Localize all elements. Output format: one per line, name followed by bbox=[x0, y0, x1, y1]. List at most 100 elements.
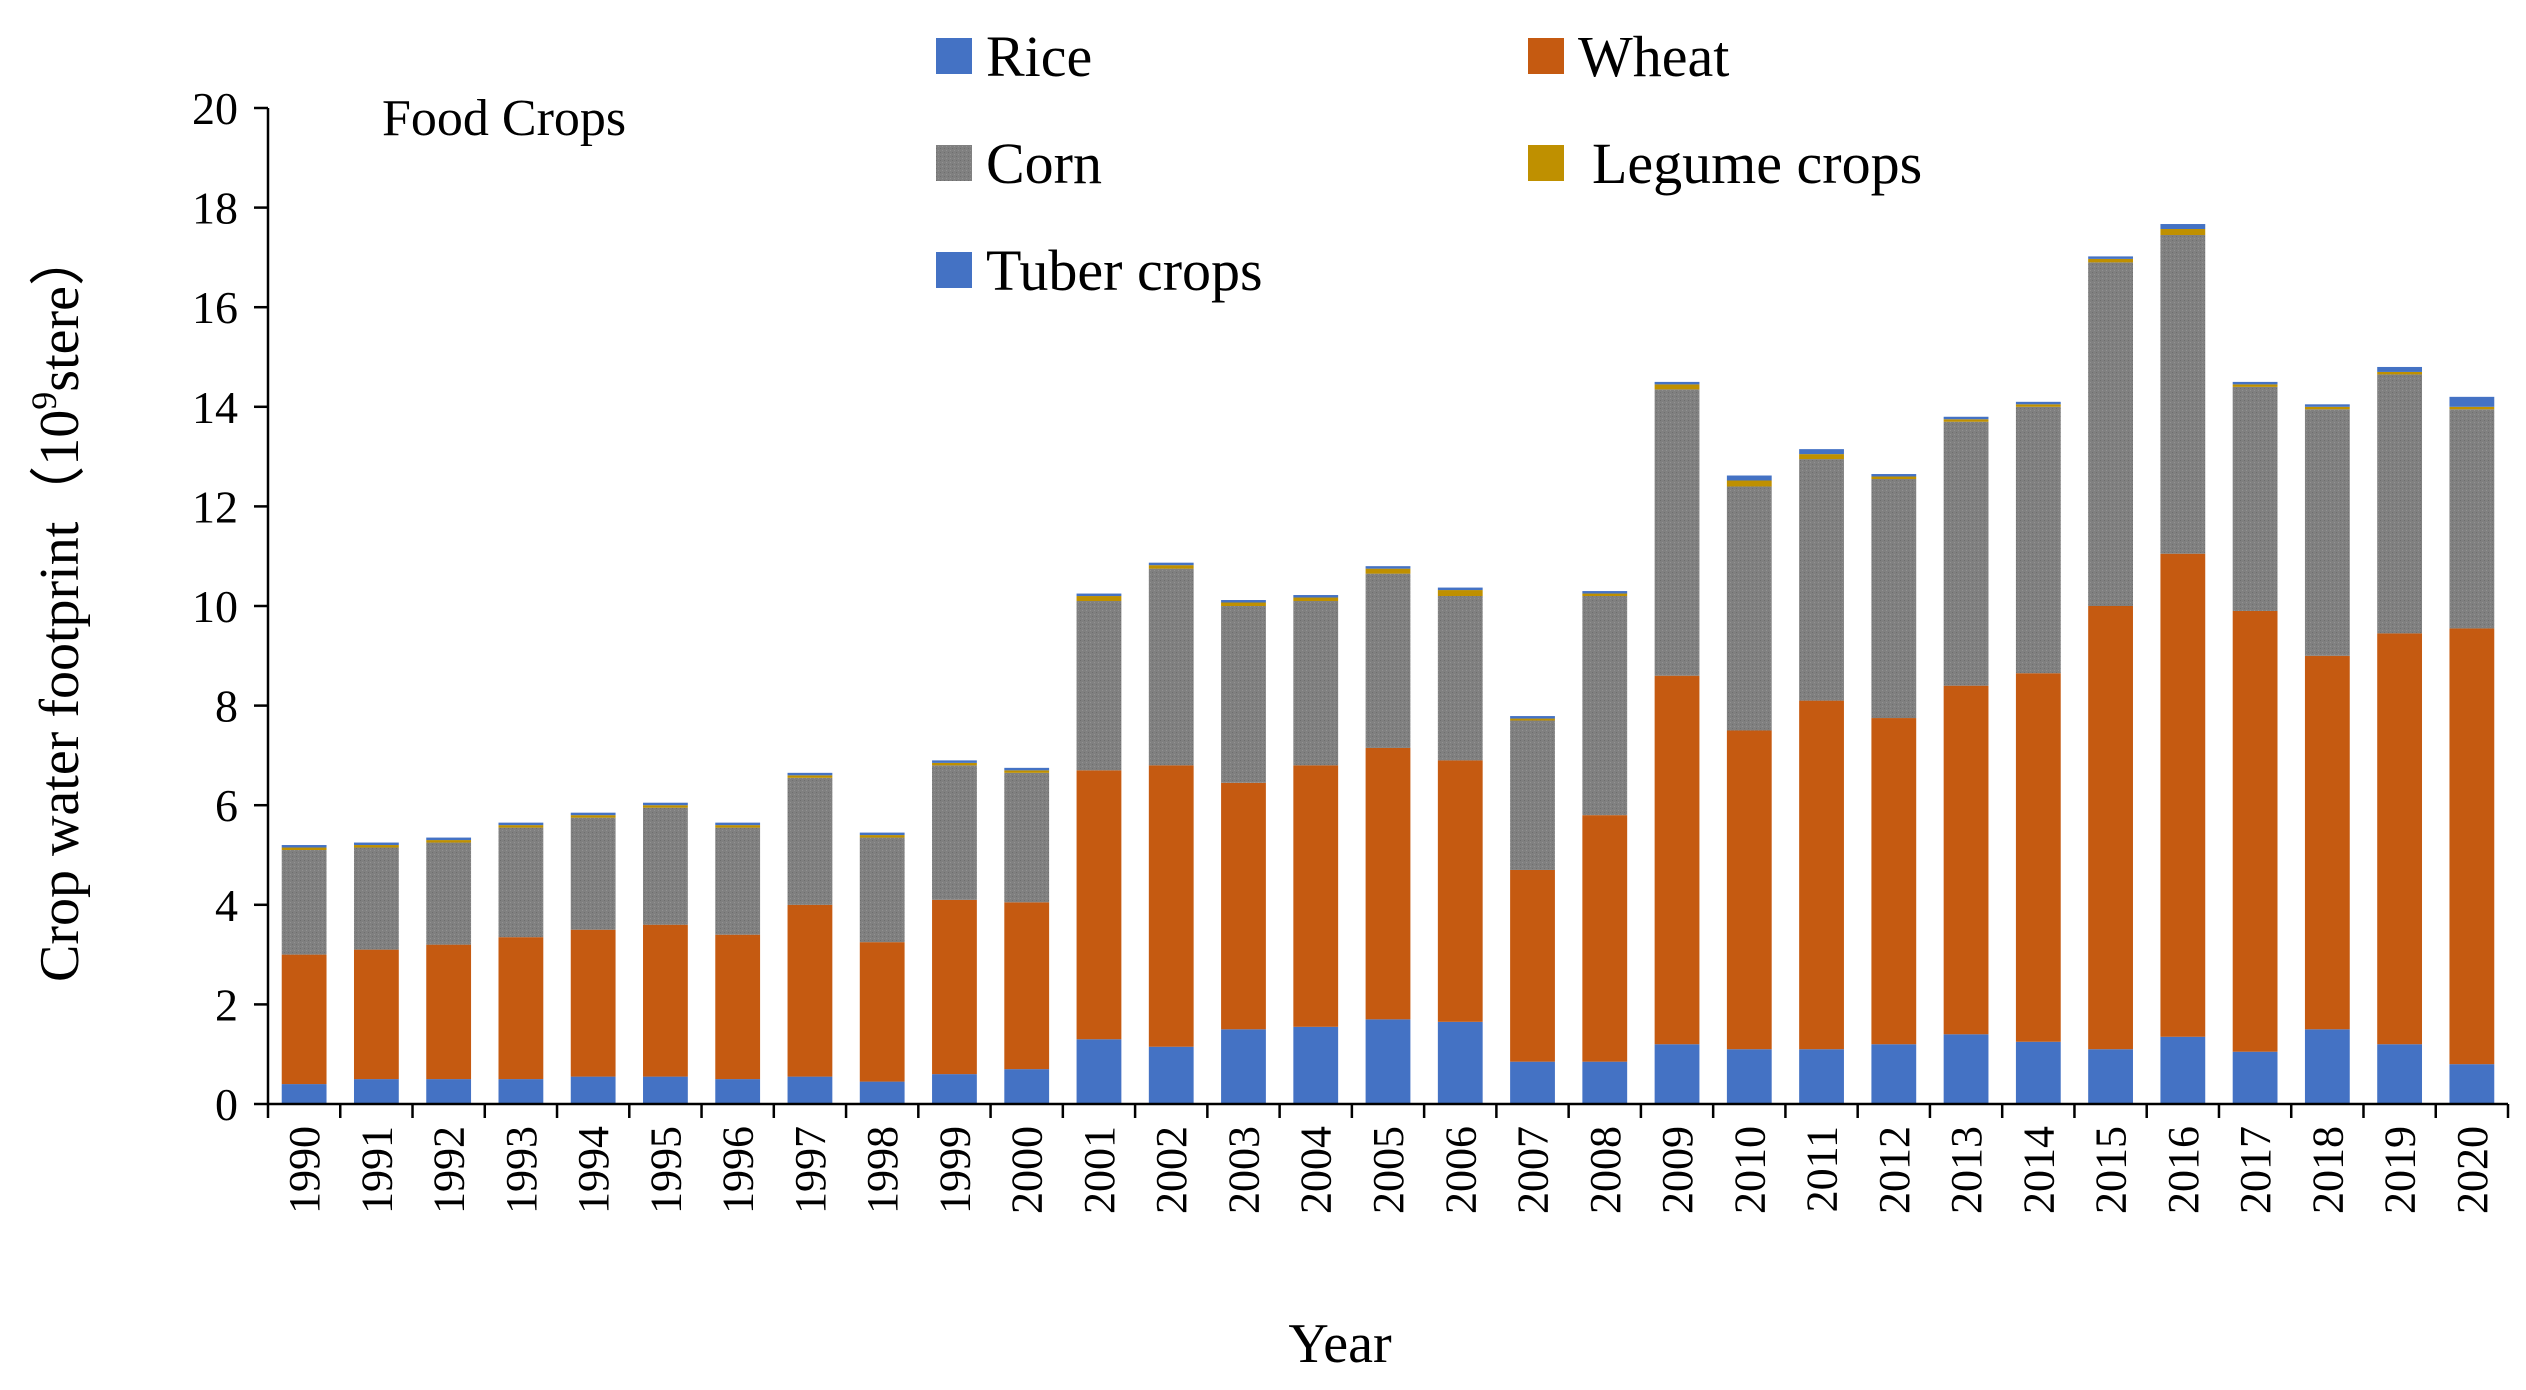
x-tick-label-2000: 2000 bbox=[1003, 1126, 1052, 1214]
x-tick-label-2006: 2006 bbox=[1436, 1126, 1485, 1214]
bar-legume-crops-1996 bbox=[715, 825, 761, 828]
y-tick-label-18: 18 bbox=[192, 183, 238, 234]
x-tick-label-2016: 2016 bbox=[2159, 1126, 2208, 1214]
bar-rice-2010 bbox=[1726, 1049, 1772, 1104]
x-tick-label-2004: 2004 bbox=[1292, 1126, 1341, 1214]
chart-title: Food Crops bbox=[382, 90, 626, 147]
bar-corn-2001 bbox=[1076, 601, 1122, 771]
x-tick-label-2008: 2008 bbox=[1581, 1126, 1630, 1214]
bar-wheat-2007 bbox=[1510, 869, 1555, 1062]
y-axis-label-unit: stere） bbox=[29, 230, 91, 392]
bar-wheat-2002 bbox=[1148, 765, 1194, 1047]
axes-group: 0 2 4 6 8 10 12 14 16 18 20 1990 1991 1992 1993 1994 199… bbox=[192, 83, 2510, 1214]
legend-item-rice: Rice bbox=[936, 24, 1092, 89]
bar-wheat-1995 bbox=[643, 924, 688, 1077]
bar-corn-1995 bbox=[643, 807, 688, 925]
bar-corn-2020 bbox=[2449, 409, 2495, 629]
bar-corn-1993 bbox=[498, 827, 544, 938]
bar-rice-2016 bbox=[2160, 1036, 2206, 1104]
legend: Rice Wheat Corn Legume crops Tuber crops bbox=[936, 24, 1922, 303]
bar-rice-2008 bbox=[1582, 1061, 1628, 1104]
y-tick-label-2: 2 bbox=[215, 979, 238, 1030]
bar-legume-crops-2018 bbox=[2304, 406, 2350, 410]
y-axis-label-main: Crop water footprint（10 bbox=[29, 410, 91, 982]
bar-wheat-1999 bbox=[932, 899, 977, 1075]
x-tick-label-2003: 2003 bbox=[1219, 1126, 1268, 1214]
legend-swatch-corn bbox=[936, 145, 972, 181]
bar-legume-crops-1999 bbox=[932, 762, 977, 766]
x-tick-label-1992: 1992 bbox=[425, 1126, 474, 1214]
bar-corn-2010 bbox=[1726, 486, 1772, 731]
x-tick-label-1993: 1993 bbox=[497, 1126, 546, 1214]
bar-rice-2000 bbox=[1004, 1069, 1050, 1104]
bar-legume-crops-2013 bbox=[1943, 419, 1989, 422]
bar-legume-crops-2015 bbox=[2088, 258, 2133, 263]
y-axis-label-exponent: 9 bbox=[24, 392, 64, 410]
bar-rice-2001 bbox=[1076, 1039, 1122, 1104]
bar-tuber-crops-2001 bbox=[1076, 593, 1122, 597]
bar-tuber-crops-2003 bbox=[1221, 600, 1266, 603]
bar-tuber-crops-1998 bbox=[859, 832, 905, 836]
bar-tuber-crops-2008 bbox=[1582, 591, 1628, 594]
x-tick-label-2017: 2017 bbox=[2231, 1126, 2280, 1214]
bar-corn-2003 bbox=[1221, 606, 1266, 783]
bar-corn-1998 bbox=[859, 837, 905, 943]
bar-legume-crops-2019 bbox=[2377, 371, 2423, 375]
bar-wheat-2001 bbox=[1076, 770, 1122, 1040]
bar-wheat-1997 bbox=[787, 904, 833, 1077]
bar-corn-1994 bbox=[570, 817, 616, 930]
bar-legume-crops-2005 bbox=[1365, 568, 1411, 574]
bar-rice-2015 bbox=[2088, 1049, 2133, 1104]
bar-rice-2005 bbox=[1365, 1019, 1411, 1104]
bar-wheat-1994 bbox=[570, 929, 616, 1077]
bar-tuber-crops-1997 bbox=[787, 772, 833, 776]
bar-rice-2009 bbox=[1654, 1044, 1700, 1104]
y-tick-label-12: 12 bbox=[192, 481, 238, 532]
bar-wheat-2000 bbox=[1004, 902, 1050, 1070]
bar-rice-1998 bbox=[859, 1081, 905, 1104]
bar-legume-crops-1995 bbox=[643, 805, 688, 808]
bar-wheat-2019 bbox=[2377, 633, 2423, 1045]
bar-rice-2006 bbox=[1437, 1021, 1483, 1104]
bar-wheat-2020 bbox=[2449, 628, 2495, 1065]
bar-tuber-crops-1993 bbox=[498, 822, 544, 826]
bar-rice-1990 bbox=[281, 1084, 327, 1104]
bar-rice-2004 bbox=[1293, 1026, 1339, 1104]
bar-wheat-1992 bbox=[426, 944, 472, 1080]
x-tick-label-1999: 1999 bbox=[930, 1126, 979, 1214]
bar-corn-1992 bbox=[426, 842, 472, 945]
bar-rice-1999 bbox=[932, 1074, 977, 1104]
bar-legume-crops-2020 bbox=[2449, 406, 2495, 410]
bar-legume-crops-2006 bbox=[1437, 590, 1483, 597]
bar-corn-2007 bbox=[1510, 720, 1555, 870]
bar-rice-2007 bbox=[1510, 1061, 1555, 1104]
bar-rice-2019 bbox=[2377, 1044, 2423, 1104]
bar-wheat-2013 bbox=[1943, 685, 1989, 1035]
x-tick-label-2020: 2020 bbox=[2448, 1126, 2497, 1214]
y-tick-label-10: 10 bbox=[192, 581, 238, 632]
bar-corn-2000 bbox=[1004, 772, 1050, 903]
bar-legume-crops-1991 bbox=[353, 845, 399, 848]
bar-legume-crops-1994 bbox=[570, 815, 616, 818]
x-tick-label-1996: 1996 bbox=[714, 1126, 763, 1214]
legend-item-tuber-crops: Tuber crops bbox=[936, 238, 1263, 303]
bar-tuber-crops-2016 bbox=[2160, 224, 2206, 230]
bar-corn-1991 bbox=[353, 847, 399, 950]
bar-corn-1996 bbox=[715, 827, 761, 935]
y-tick-label-0: 0 bbox=[215, 1079, 238, 1130]
legend-label-rice: Rice bbox=[986, 24, 1092, 89]
bar-tuber-crops-2009 bbox=[1654, 381, 1700, 385]
bar-legume-crops-1990 bbox=[281, 847, 327, 851]
bar-tuber-crops-1992 bbox=[426, 837, 472, 841]
bar-rice-2012 bbox=[1871, 1044, 1917, 1104]
x-tick-label-2005: 2005 bbox=[1364, 1126, 1413, 1214]
bar-corn-2005 bbox=[1365, 573, 1411, 748]
bar-rice-2017 bbox=[2232, 1051, 2278, 1104]
bar-rice-1992 bbox=[426, 1079, 472, 1104]
bar-corn-1990 bbox=[281, 850, 327, 955]
bar-tuber-crops-2017 bbox=[2232, 381, 2278, 385]
bar-wheat-2009 bbox=[1654, 675, 1700, 1045]
bar-tuber-crops-2013 bbox=[1943, 416, 1989, 420]
bar-tuber-crops-1991 bbox=[353, 842, 399, 846]
